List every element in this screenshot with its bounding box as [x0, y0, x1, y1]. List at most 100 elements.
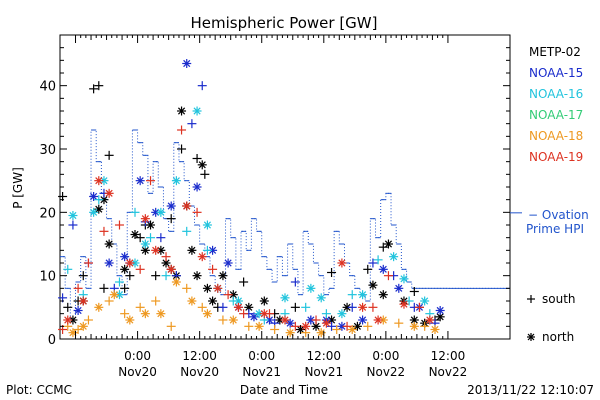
- data-point: [270, 325, 280, 334]
- x-axis-label: Date and Time: [240, 383, 328, 397]
- y-tick-label: 20: [39, 206, 56, 221]
- data-point: [192, 207, 202, 217]
- data-point: [378, 290, 388, 300]
- data-point: [358, 290, 368, 300]
- data-point: [420, 296, 430, 306]
- data-point: [327, 268, 337, 277]
- data-point: [151, 271, 161, 281]
- data-point: [99, 226, 109, 236]
- data-point: [223, 290, 233, 300]
- data-point: [301, 321, 311, 331]
- data-point: [99, 283, 109, 293]
- x-tick-time-label: 0:00: [372, 349, 399, 363]
- data-point: [394, 318, 404, 328]
- data-point: [409, 287, 419, 296]
- data-point: [161, 252, 171, 262]
- data-point: [389, 252, 399, 262]
- data-point: [94, 81, 104, 91]
- data-point: [259, 296, 269, 306]
- data-point: [146, 176, 156, 186]
- data-point: [342, 321, 352, 331]
- x-tick-date-label: Nov22: [429, 365, 468, 379]
- data-point: [435, 306, 445, 315]
- y-tick-label: 30: [39, 143, 56, 158]
- data-point: [135, 264, 145, 274]
- data-point: [187, 119, 197, 129]
- data-point: [352, 321, 362, 331]
- y-tick-label: 0: [48, 333, 56, 348]
- data-point: [202, 220, 212, 230]
- data-point: [337, 309, 347, 319]
- data-point: [425, 315, 435, 325]
- data-point: [73, 283, 83, 293]
- data-point: [120, 283, 130, 293]
- data-point: [285, 328, 295, 338]
- data-point: [280, 293, 290, 303]
- data-point: [83, 258, 93, 268]
- data-point: [347, 302, 357, 312]
- x-tick-date-label: Nov20: [118, 365, 157, 379]
- data-point: [187, 296, 197, 306]
- data-point: [78, 321, 88, 331]
- data-point: [394, 283, 404, 293]
- data-point: [311, 315, 321, 325]
- data-point: [182, 283, 192, 293]
- data-point: [94, 176, 104, 186]
- data-point: [327, 321, 337, 331]
- plot-credit: Plot: CCMC: [6, 383, 72, 397]
- data-point: [125, 258, 135, 268]
- data-point: [114, 277, 124, 287]
- ovation-label-line1: − Ovation: [528, 208, 589, 222]
- data-point: [218, 271, 228, 281]
- data-point: [192, 182, 202, 192]
- data-point: [213, 283, 223, 293]
- data-point: [358, 302, 368, 312]
- data-point: [373, 255, 383, 265]
- data-point: [363, 321, 373, 331]
- x-tick-date-label: Nov20: [180, 365, 219, 379]
- data-point: [166, 201, 176, 211]
- data-point: [254, 321, 264, 331]
- data-point: [368, 258, 378, 268]
- legend-entry: NOAA-19: [529, 150, 583, 164]
- data-point: [233, 302, 243, 312]
- data-point: [166, 214, 176, 224]
- data-point: [104, 239, 114, 249]
- data-point: [239, 277, 249, 287]
- data-point: [78, 271, 88, 281]
- data-point: [156, 233, 166, 243]
- data-point: [409, 321, 419, 331]
- data-point: [192, 154, 202, 163]
- data-point: [182, 201, 192, 211]
- data-point: [73, 306, 83, 315]
- y-tick-label: 10: [39, 270, 56, 285]
- data-point: [202, 283, 212, 293]
- plus-symbol: [527, 295, 535, 303]
- data-point: [337, 258, 347, 268]
- data-point: [89, 207, 99, 217]
- data-point: [120, 264, 130, 274]
- data-point: [130, 230, 140, 239]
- data-point: [135, 176, 145, 186]
- data-point: [73, 325, 83, 334]
- data-point: [156, 309, 166, 319]
- data-point: [104, 258, 114, 268]
- symbol-key: south north: [527, 292, 576, 344]
- x-tick-time-label: 0:00: [124, 349, 151, 363]
- data-point: [78, 296, 88, 306]
- satellite-points: [58, 59, 445, 338]
- data-point: [83, 315, 93, 325]
- data-point: [104, 296, 114, 306]
- data-point: [89, 84, 99, 94]
- data-point: [218, 315, 228, 325]
- data-point: [378, 242, 388, 252]
- data-point: [171, 277, 181, 287]
- data-point: [94, 302, 104, 312]
- data-point: [208, 296, 218, 306]
- data-point: [368, 280, 378, 290]
- data-point: [63, 315, 73, 325]
- data-point: [161, 271, 171, 281]
- data-point: [120, 252, 130, 262]
- data-point: [192, 271, 202, 281]
